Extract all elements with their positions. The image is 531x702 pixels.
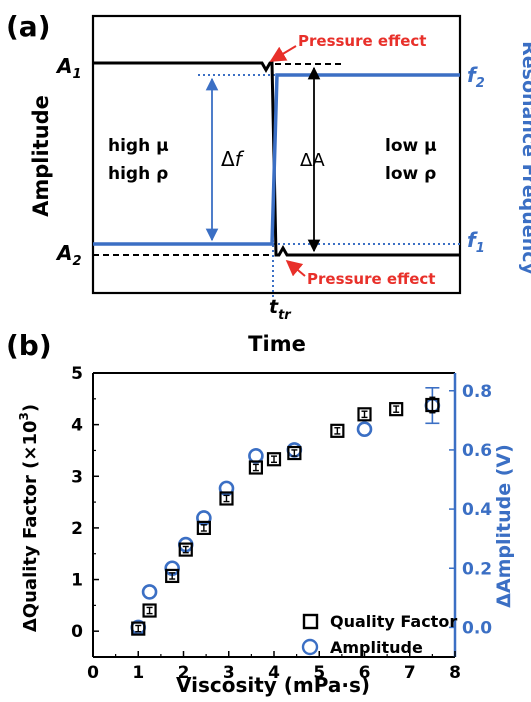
quality-factor-point	[219, 491, 234, 506]
high-viscosity-label: high μ	[108, 136, 169, 156]
quality-factor-point	[266, 452, 282, 467]
quality-factor-point	[131, 621, 146, 636]
tick-f1: f1	[467, 228, 485, 256]
y-tick-label: 4	[71, 416, 83, 436]
x-tick-label: 2	[178, 663, 190, 683]
panel-b: (b) ΔQuality Factor (×103) ΔAmplitude (V…	[6, 329, 515, 697]
quality-factor-point	[196, 520, 211, 536]
tick-a2: A2	[55, 241, 82, 269]
transition-time-label: ttr	[269, 296, 292, 323]
panel-a: (a) Amplitude Time Resonance Frequency A…	[6, 10, 531, 356]
tick-f2: f2	[467, 63, 485, 91]
pressure-effect-top-label: Pressure effect	[298, 32, 426, 50]
panel-a-label: (a)	[6, 10, 51, 43]
panel-a-right-axis-label: Resonance Frequency	[518, 41, 531, 275]
pressure-effect-bottom-label: Pressure effect	[307, 270, 435, 288]
y-tick-label: 2	[71, 519, 83, 539]
y-tick-label: 5	[71, 364, 83, 384]
amplitude-point	[141, 584, 158, 600]
y2-tick-label: 0.4	[462, 500, 492, 520]
legend: Quality Factor Amplitude	[301, 612, 457, 657]
high-density-label: high ρ	[108, 164, 168, 184]
x-tick-label: 7	[404, 663, 416, 683]
frequency-trace	[93, 73, 460, 246]
y-tick-label: 0	[71, 622, 83, 642]
pressure-top-arrow	[269, 45, 297, 62]
legend-quality-factor-marker	[302, 613, 319, 630]
amplitude-point	[248, 448, 264, 464]
quality-factor-point	[165, 568, 180, 584]
low-density-label: low ρ	[385, 164, 436, 184]
quality-factor-point	[287, 445, 302, 461]
y2-tick-label: 0.0	[462, 618, 492, 638]
y-tick-label: 3	[71, 467, 83, 487]
panel-a-frame	[91, 14, 462, 295]
low-viscosity-label: low μ	[385, 136, 437, 156]
tick-a1: A1	[55, 54, 82, 82]
y2-tick-label: 0.2	[462, 559, 492, 579]
quality-factor-point	[330, 423, 345, 438]
panel-a-y-axis-label: Amplitude	[29, 95, 53, 217]
quality-factor-point	[389, 402, 404, 417]
delta-f-label: Δf	[221, 147, 245, 171]
panel-b-label: (b)	[6, 329, 52, 362]
x-tick-label: 6	[359, 663, 371, 683]
x-tick-label: 3	[223, 663, 235, 683]
x-tick-label: 4	[268, 663, 280, 683]
left-axis-label-part2: )	[20, 404, 41, 412]
y-tick-label: 1	[71, 571, 83, 591]
x-tick-label: 1	[132, 663, 144, 683]
delta-a-label: ΔA	[300, 150, 325, 171]
panel-a-x-axis-label: Time	[248, 332, 306, 356]
quality-factor-point	[142, 603, 157, 618]
quality-factor-point	[178, 542, 193, 557]
x-tick-label: 8	[449, 663, 461, 683]
panel-b-axes: 0 1 2 3 4 5 6 7 8 0 1 2 3 4 5 0.0 0.2 0.4 0.6 0.8	[71, 364, 492, 683]
pressure-bottom-arrow	[285, 259, 306, 277]
left-axis-label-exponent: 3	[17, 412, 31, 420]
y2-tick-label: 0.8	[462, 382, 492, 402]
legend-amplitude-marker	[301, 638, 319, 656]
quality-factor-point	[425, 397, 440, 413]
y2-tick-label: 0.6	[462, 441, 492, 461]
panel-b-left-axis-label: ΔQuality Factor (×103)	[17, 404, 41, 632]
quality-factor-point	[248, 460, 263, 475]
legend-quality-factor-label: Quality Factor	[330, 612, 457, 631]
x-tick-label: 0	[87, 663, 99, 683]
panel-b-marks	[130, 386, 441, 636]
left-axis-label-part1: ΔQuality Factor (×10	[20, 420, 41, 632]
panel-b-right-axis-label: ΔAmplitude (V)	[493, 444, 515, 608]
amplitude-point	[356, 421, 373, 438]
quality-factor-point	[357, 407, 372, 422]
svg-text:ΔQuality Factor (×103): ΔQuality Factor (×103)	[17, 404, 41, 632]
x-tick-label: 5	[313, 663, 325, 683]
panel-b-x-axis-label: Viscosity (mPa·s)	[176, 673, 370, 697]
legend-amplitude-label: Amplitude	[330, 638, 423, 657]
